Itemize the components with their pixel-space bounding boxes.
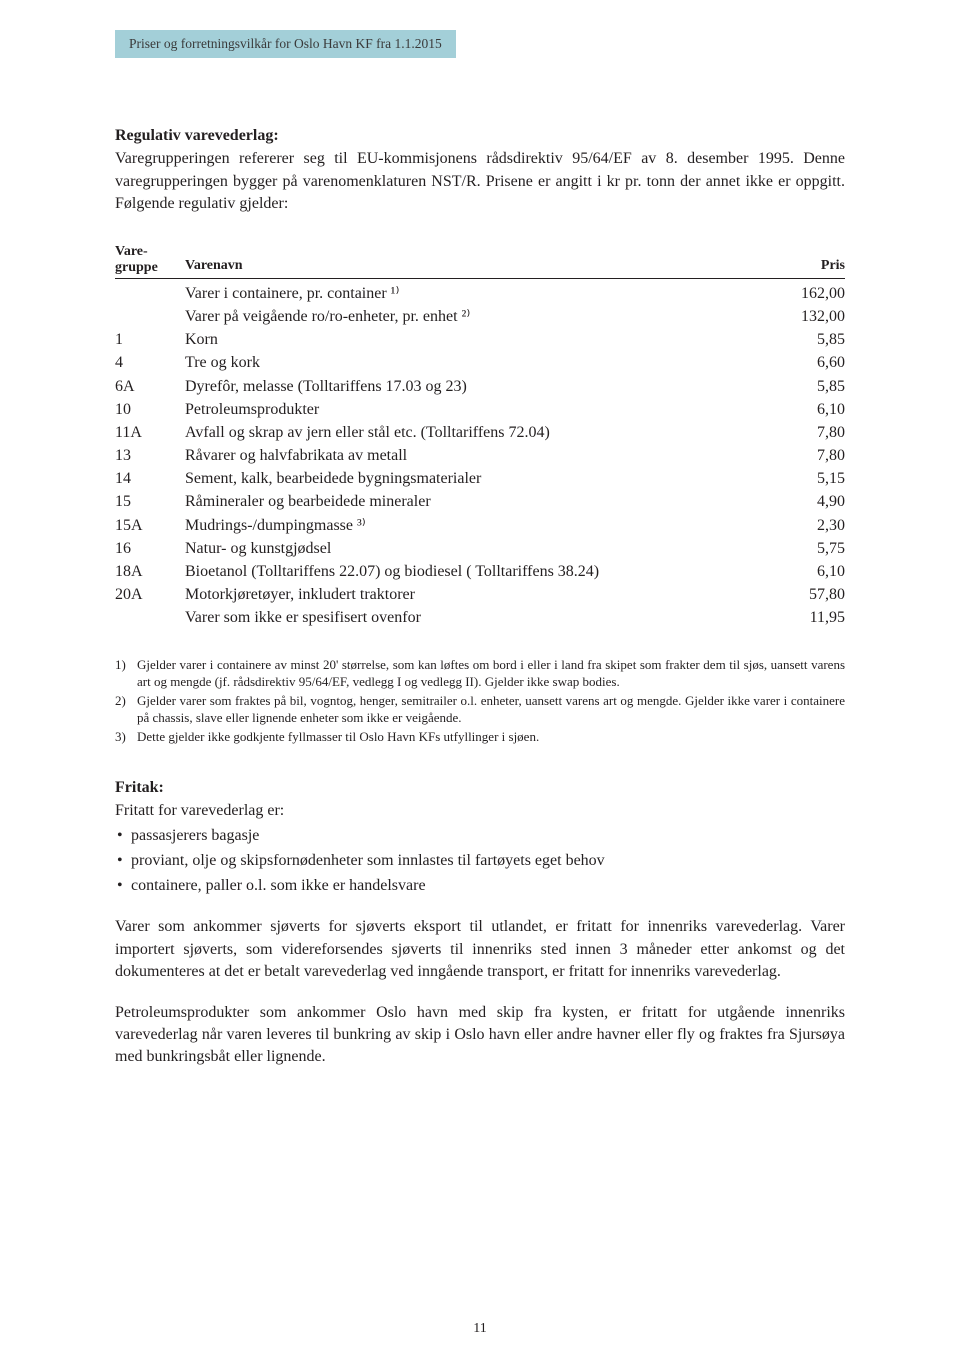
table-row: 1Korn5,85 (115, 328, 845, 351)
cell-price: 6,60 (765, 351, 845, 374)
table-row: 11AAvfall og skrap av jern eller stål et… (115, 421, 845, 444)
cell-name: Sement, kalk, bearbeidede bygningsmateri… (185, 467, 765, 490)
col-header-group: Vare- gruppe (115, 244, 185, 276)
cell-price: 7,80 (765, 444, 845, 467)
table-row: 13Råvarer og halvfabrikata av metall7,80 (115, 444, 845, 467)
footnote: 1)Gjelder varer i containere av minst 20… (115, 656, 845, 691)
cell-price: 11,95 (765, 606, 845, 629)
page-content: Regulativ varevederlag: Varegrupperingen… (115, 125, 845, 1069)
cell-price: 57,80 (765, 583, 845, 606)
cell-name: Varer i containere, pr. container ¹⁾ (185, 282, 765, 305)
fritak-intro: Fritatt for varevederlag er: (115, 800, 845, 822)
cell-group: 10 (115, 398, 185, 421)
footnote-num: 3) (115, 728, 137, 746)
table-row: Varer i containere, pr. container ¹⁾162,… (115, 282, 845, 305)
cell-group: 16 (115, 537, 185, 560)
cell-name: Varer som ikke er spesifisert ovenfor (185, 606, 765, 629)
cell-group: 18A (115, 560, 185, 583)
list-item: proviant, olje og skipsfornødenheter som… (115, 849, 845, 874)
cell-group: 11A (115, 421, 185, 444)
cell-name: Dyrefôr, melasse (Tolltariffens 17.03 og… (185, 375, 765, 398)
table-row: 10Petroleumsprodukter6,10 (115, 398, 845, 421)
cell-name: Råvarer og halvfabrikata av metall (185, 444, 765, 467)
footnote-text: Gjelder varer som fraktes på bil, vognto… (137, 692, 845, 727)
table-row: 6ADyrefôr, melasse (Tolltariffens 17.03 … (115, 375, 845, 398)
table-row: 18ABioetanol (Tolltariffens 22.07) og bi… (115, 560, 845, 583)
cell-price: 5,75 (765, 537, 845, 560)
table-row: 20AMotorkjøretøyer, inkludert traktorer5… (115, 583, 845, 606)
paragraph-2: Petroleumsprodukter som ankommer Oslo ha… (115, 1002, 845, 1069)
table-body: Varer i containere, pr. container ¹⁾162,… (115, 282, 845, 630)
cell-price: 132,00 (765, 305, 845, 328)
cell-name: Varer på veigående ro/ro-enheter, pr. en… (185, 305, 765, 328)
fritak-section: Fritak: Fritatt for varevederlag er: pas… (115, 777, 845, 898)
intro-title: Regulativ varevederlag: (115, 125, 845, 147)
list-item: passasjerers bagasje (115, 824, 845, 849)
table-row: 16Natur- og kunstgjødsel5,75 (115, 537, 845, 560)
cell-price: 6,10 (765, 560, 845, 583)
cell-group: 20A (115, 583, 185, 606)
price-table: Vare- gruppe Varenavn Pris Varer i conta… (115, 244, 845, 630)
cell-price: 5,85 (765, 328, 845, 351)
col-header-group-l1: Vare- (115, 244, 148, 259)
table-header-row: Vare- gruppe Varenavn Pris (115, 244, 845, 279)
cell-price: 5,85 (765, 375, 845, 398)
table-row: 14Sement, kalk, bearbeidede bygningsmate… (115, 467, 845, 490)
cell-price: 7,80 (765, 421, 845, 444)
cell-group: 14 (115, 467, 185, 490)
cell-price: 4,90 (765, 490, 845, 513)
table-row: 15AMudrings-/dumpingmasse ³⁾2,30 (115, 514, 845, 537)
cell-group (115, 305, 185, 328)
intro-section: Regulativ varevederlag: Varegrupperingen… (115, 125, 845, 216)
paragraph-1: Varer som ankommer sjøverts for sjøverts… (115, 916, 845, 983)
footnote: 3)Dette gjelder ikke godkjente fyllmasse… (115, 728, 845, 746)
cell-name: Mudrings-/dumpingmasse ³⁾ (185, 514, 765, 537)
footnote-text: Dette gjelder ikke godkjente fyllmasser … (137, 728, 845, 746)
table-row: Varer som ikke er spesifisert ovenfor11,… (115, 606, 845, 629)
footnotes: 1)Gjelder varer i containere av minst 20… (115, 656, 845, 746)
intro-paragraph: Varegrupperingen refererer seg til EU-ko… (115, 148, 845, 215)
cell-name: Natur- og kunstgjødsel (185, 537, 765, 560)
cell-name: Råmineraler og bearbeidede mineraler (185, 490, 765, 513)
cell-group: 15A (115, 514, 185, 537)
table-row: 15Råmineraler og bearbeidede mineraler4,… (115, 490, 845, 513)
fritak-title: Fritak: (115, 777, 845, 799)
footnote: 2)Gjelder varer som fraktes på bil, vogn… (115, 692, 845, 727)
table-row: Varer på veigående ro/ro-enheter, pr. en… (115, 305, 845, 328)
cell-group (115, 606, 185, 629)
header-tab: Priser og forretningsvilkår for Oslo Hav… (115, 30, 456, 58)
cell-group: 4 (115, 351, 185, 374)
cell-group (115, 282, 185, 305)
col-header-name: Varenavn (185, 244, 765, 276)
cell-name: Motorkjøretøyer, inkludert traktorer (185, 583, 765, 606)
table-row: 4Tre og kork6,60 (115, 351, 845, 374)
cell-name: Bioetanol (Tolltariffens 22.07) og biodi… (185, 560, 765, 583)
list-item: containere, paller o.l. som ikke er hand… (115, 874, 845, 899)
cell-price: 2,30 (765, 514, 845, 537)
col-header-price: Pris (765, 244, 845, 276)
footnote-num: 2) (115, 692, 137, 727)
page-number: 11 (0, 1319, 960, 1339)
cell-name: Tre og kork (185, 351, 765, 374)
cell-price: 162,00 (765, 282, 845, 305)
header-tab-text: Priser og forretningsvilkår for Oslo Hav… (129, 36, 442, 51)
cell-name: Avfall og skrap av jern eller stål etc. … (185, 421, 765, 444)
cell-name: Petroleumsprodukter (185, 398, 765, 421)
cell-group: 6A (115, 375, 185, 398)
cell-group: 13 (115, 444, 185, 467)
cell-group: 1 (115, 328, 185, 351)
footnote-text: Gjelder varer i containere av minst 20' … (137, 656, 845, 691)
col-header-group-l2: gruppe (115, 260, 158, 275)
cell-name: Korn (185, 328, 765, 351)
cell-group: 15 (115, 490, 185, 513)
fritak-list: passasjerers bagasjeproviant, olje og sk… (115, 824, 845, 898)
footnote-num: 1) (115, 656, 137, 691)
cell-price: 5,15 (765, 467, 845, 490)
cell-price: 6,10 (765, 398, 845, 421)
